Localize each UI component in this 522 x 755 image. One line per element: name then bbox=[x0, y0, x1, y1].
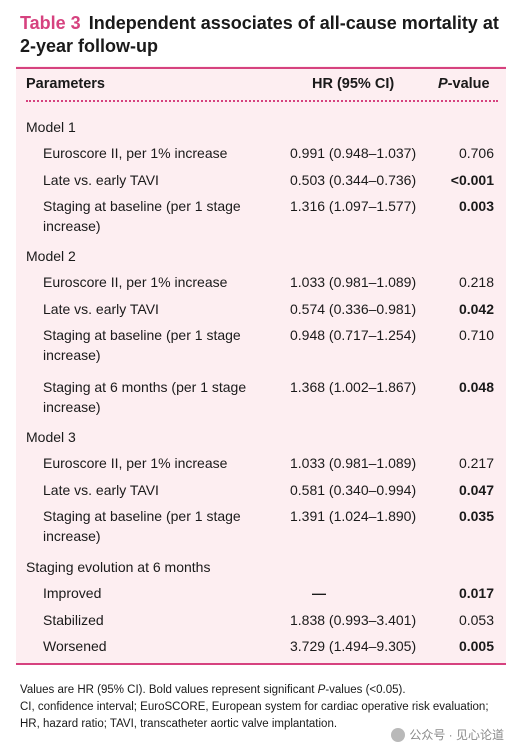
parameter-label-line2: increase) bbox=[43, 528, 101, 544]
parameter-label-line2: increase) bbox=[43, 399, 101, 415]
group-label: Model 2 bbox=[26, 246, 266, 266]
parameter-label: Improved bbox=[43, 583, 268, 603]
parameter-label: Late vs. early TAVI bbox=[43, 299, 268, 319]
group-label: Staging evolution at 6 months bbox=[26, 557, 266, 577]
pvalue-cell: 0.048 bbox=[458, 379, 494, 395]
parameter-label-line2: increase) bbox=[43, 218, 101, 234]
pvalue-cell: 0.706 bbox=[458, 145, 494, 161]
hr-cell: 1.368 (1.002–1.867) bbox=[290, 379, 417, 395]
watermark-text: 公众号 · 见心论道 bbox=[409, 728, 504, 742]
header-pvalue-rest: -value bbox=[447, 76, 490, 92]
parameter-label: Staging at baseline (per 1 stage increase… bbox=[43, 325, 268, 365]
bottom-rule bbox=[16, 663, 506, 665]
pvalue-cell: 0.218 bbox=[458, 274, 494, 290]
parameter-label-line1: Stabilized bbox=[43, 612, 104, 628]
pvalue-cell: 0.710 bbox=[458, 327, 494, 343]
parameter-label-line1: Late vs. early TAVI bbox=[43, 482, 159, 498]
watermark: 公众号 · 见心论道 bbox=[391, 726, 504, 743]
hr-cell: 0.581 (0.340–0.994) bbox=[290, 482, 417, 498]
hr-cell: 1.316 (1.097–1.577) bbox=[290, 198, 417, 214]
table-number: Table 3 bbox=[20, 13, 81, 33]
footnote-line1-italic: P bbox=[317, 684, 326, 696]
footnote-line2: CI, confidence interval; EuroSCORE, Euro… bbox=[20, 701, 489, 730]
hr-cell: 1.033 (0.981–1.089) bbox=[290, 455, 417, 471]
parameter-label-line1: Staging at baseline (per 1 stage bbox=[43, 508, 241, 524]
hr-cell: 0.991 (0.948–1.037) bbox=[290, 145, 417, 161]
footnote-line1: Values are HR (95% CI). Bold values repr… bbox=[20, 682, 510, 699]
footnote-line1-post: -values (<0.05). bbox=[325, 684, 406, 696]
footnote: Values are HR (95% CI). Bold values repr… bbox=[20, 682, 510, 733]
parameter-label-line1: Staging at baseline (per 1 stage bbox=[43, 327, 241, 343]
parameter-label: Euroscore II, per 1% increase bbox=[43, 143, 268, 163]
parameter-label-line1: Model 1 bbox=[26, 119, 76, 135]
parameter-label-line1: Model 3 bbox=[26, 429, 76, 445]
parameter-label: Staging at 6 months (per 1 stage increase… bbox=[43, 377, 268, 417]
parameter-label-line1: Euroscore II, per 1% increase bbox=[43, 274, 228, 290]
parameter-label: Staging at baseline (per 1 stage increase… bbox=[43, 506, 268, 546]
header-parameters: Parameters bbox=[26, 76, 105, 92]
pvalue-cell: 0.003 bbox=[458, 198, 494, 214]
header-divider bbox=[26, 100, 498, 102]
parameter-label-line1: Improved bbox=[43, 585, 102, 601]
pvalue-cell: 0.047 bbox=[458, 482, 494, 498]
parameter-label: Staging at baseline (per 1 stage increase… bbox=[43, 196, 268, 236]
hr-cell: 3.729 (1.494–9.305) bbox=[290, 638, 417, 654]
parameter-label-line1: Worsened bbox=[43, 638, 107, 654]
title-block: Table 3 Independent associates of all-cau… bbox=[0, 0, 522, 64]
hr-cell: 1.838 (0.993–3.401) bbox=[290, 612, 417, 628]
hr-cell: — bbox=[312, 585, 326, 601]
hr-cell: 0.574 (0.336–0.981) bbox=[290, 301, 417, 317]
pvalue-cell: <0.001 bbox=[450, 172, 494, 188]
pvalue-cell: 0.042 bbox=[458, 301, 494, 317]
parameter-label-line1: Model 2 bbox=[26, 248, 76, 264]
parameter-label-line1: Late vs. early TAVI bbox=[43, 301, 159, 317]
parameter-label-line1: Euroscore II, per 1% increase bbox=[43, 145, 228, 161]
parameter-label: Late vs. early TAVI bbox=[43, 480, 268, 500]
pvalue-cell: 0.017 bbox=[458, 585, 494, 601]
hr-cell: 1.391 (1.024–1.890) bbox=[290, 508, 417, 524]
pvalue-cell: 0.035 bbox=[458, 508, 494, 524]
parameter-label-line1: Late vs. early TAVI bbox=[43, 172, 159, 188]
parameter-label-line1: Staging at 6 months (per 1 stage bbox=[43, 379, 247, 395]
group-label: Model 3 bbox=[26, 427, 266, 447]
parameter-label-line1: Euroscore II, per 1% increase bbox=[43, 455, 228, 471]
table-caption: Independent associates of all-cause mort… bbox=[20, 13, 499, 56]
table-title: Table 3 Independent associates of all-cau… bbox=[20, 12, 510, 58]
header-hr: HR (95% CI) bbox=[312, 76, 395, 92]
parameter-label: Late vs. early TAVI bbox=[43, 170, 268, 190]
parameter-label: Stabilized bbox=[43, 610, 268, 630]
parameter-label: Euroscore II, per 1% increase bbox=[43, 272, 268, 292]
wechat-icon bbox=[391, 727, 406, 742]
pvalue-cell: 0.053 bbox=[458, 612, 494, 628]
hr-cell: 1.033 (0.981–1.089) bbox=[290, 274, 417, 290]
header-pvalue-italic: P bbox=[438, 76, 448, 92]
parameter-label: Worsened bbox=[43, 636, 268, 656]
footnote-line1-pre: Values are HR (95% CI). Bold values repr… bbox=[20, 684, 318, 696]
hr-cell: 0.948 (0.717–1.254) bbox=[290, 327, 417, 343]
parameter-label: Euroscore II, per 1% increase bbox=[43, 453, 268, 473]
top-rule bbox=[16, 67, 506, 69]
hr-cell: 0.503 (0.344–0.736) bbox=[290, 172, 417, 188]
parameter-label-line1: Staging at baseline (per 1 stage bbox=[43, 198, 241, 214]
header-pvalue: P-value bbox=[438, 76, 490, 92]
pvalue-cell: 0.217 bbox=[458, 455, 494, 471]
parameter-label-line2: increase) bbox=[43, 347, 101, 363]
parameter-label-line1: Staging evolution at 6 months bbox=[26, 559, 211, 575]
table-panel bbox=[16, 66, 506, 664]
group-label: Model 1 bbox=[26, 117, 266, 137]
pvalue-cell: 0.005 bbox=[458, 638, 494, 654]
